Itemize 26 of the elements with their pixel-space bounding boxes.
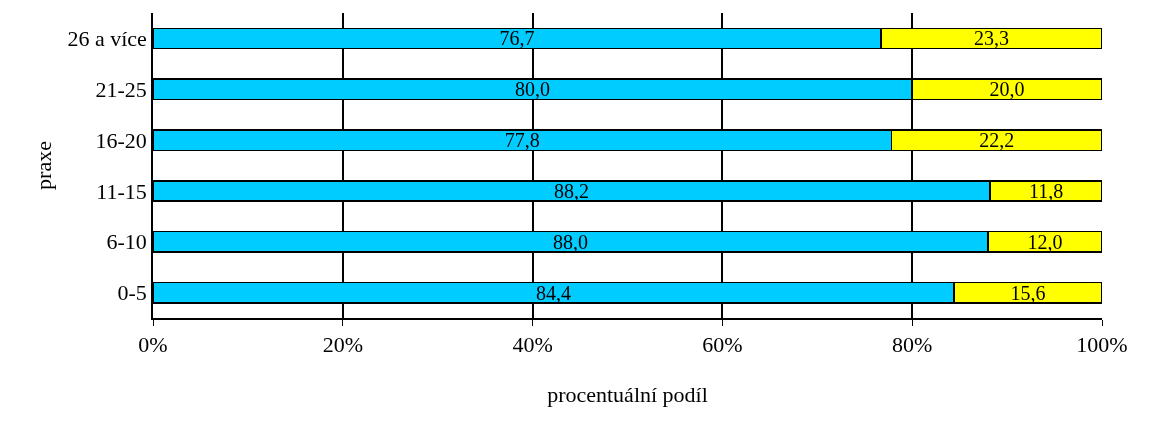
y-tick-label: 21-25 (95, 76, 147, 102)
y-axis-title: praxe (30, 141, 56, 190)
y-tick-label: 26 a více (67, 26, 147, 52)
data-label: 12,0 (1027, 230, 1063, 253)
x-axis-title: procentuální podíl (547, 381, 708, 407)
y-tick-label: 11-15 (96, 178, 147, 204)
data-label: 80,0 (515, 78, 551, 101)
x-tick-label: 80% (892, 332, 933, 358)
data-label: 23,3 (973, 27, 1009, 50)
data-label: 88,0 (553, 230, 589, 253)
x-tick-label: 60% (702, 332, 743, 358)
x-tick-label: 20% (322, 332, 363, 358)
data-label: 20,0 (989, 78, 1025, 101)
data-label: 77,8 (504, 129, 540, 152)
x-tick-label: 0% (138, 332, 168, 358)
data-label: 84,4 (535, 281, 571, 304)
data-label: 22,2 (979, 129, 1015, 152)
y-tick-label: 6-10 (106, 229, 147, 255)
data-label: 76,7 (499, 27, 535, 50)
x-tick-label: 100% (1076, 332, 1128, 358)
data-label: 88,2 (554, 179, 590, 202)
x-tick-label: 40% (512, 332, 553, 358)
data-label: 11,8 (1028, 179, 1064, 202)
y-tick-label: 16-20 (95, 127, 147, 153)
y-tick-label: 0-5 (117, 280, 147, 306)
data-label: 15,6 (1010, 281, 1046, 304)
